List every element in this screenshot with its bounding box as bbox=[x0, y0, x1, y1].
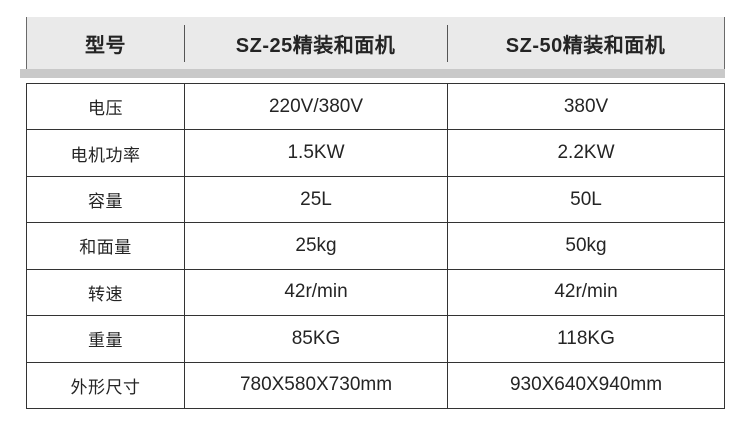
row-value-sz25: 85KG bbox=[184, 316, 447, 362]
row-value-sz25: 1.5KW bbox=[184, 130, 447, 176]
row-label: 电压 bbox=[88, 99, 123, 119]
spec-table-header-row: 型号 SZ-25精装和面机 SZ-50精装和面机 bbox=[26, 17, 725, 69]
table-row-capacity: 容量 25L 50L bbox=[27, 175, 724, 223]
row-value-sz50: 2.2KW bbox=[447, 130, 724, 176]
table-row-weight: 重量 85KG 118KG bbox=[27, 315, 724, 362]
row-value-sz50: 50L bbox=[447, 176, 724, 223]
table-row-voltage: 电压 220V/380V 380V bbox=[27, 84, 724, 130]
table-row-motor-power: 电机功率 1.5KW 2.2KW bbox=[27, 129, 724, 176]
row-value-sz50: 50kg bbox=[447, 223, 724, 269]
table-row-dimensions: 外形尺寸 780X580X730mm 930X640X940mm bbox=[27, 361, 724, 408]
row-value-sz50: 118KG bbox=[447, 316, 724, 362]
row-value-sz50: 930X640X940mm bbox=[447, 362, 724, 408]
header-cell-sz25: SZ-25精装和面机 bbox=[235, 34, 396, 57]
row-value-sz25: 220V/380V bbox=[184, 84, 447, 130]
row-label: 容量 bbox=[88, 192, 123, 212]
row-value-sz25: 42r/min bbox=[184, 269, 447, 316]
row-label: 重量 bbox=[88, 331, 123, 351]
row-label: 和面量 bbox=[79, 238, 132, 258]
header-cell-model: 型号 bbox=[85, 34, 126, 57]
row-value-sz25: 25L bbox=[184, 176, 447, 223]
spec-table-body: 电压 220V/380V 380V 电机功率 1.5KW 2.2KW 容量 25… bbox=[26, 83, 725, 409]
row-value-sz25: 780X580X730mm bbox=[184, 362, 447, 408]
table-row-dough-amount: 和面量 25kg 50kg bbox=[27, 222, 724, 269]
header-column-divider bbox=[184, 25, 185, 62]
header-cell-sz50: SZ-50精装和面机 bbox=[505, 34, 666, 57]
row-value-sz50: 42r/min bbox=[447, 269, 724, 316]
header-column-divider bbox=[447, 25, 448, 62]
row-label: 外形尺寸 bbox=[70, 377, 141, 397]
header-separator-band bbox=[20, 69, 725, 78]
row-value-sz25: 25kg bbox=[184, 223, 447, 269]
row-value-sz50: 380V bbox=[447, 84, 724, 130]
row-label: 电机功率 bbox=[70, 145, 141, 165]
row-label: 转速 bbox=[88, 284, 123, 304]
table-row-rotation-speed: 转速 42r/min 42r/min bbox=[27, 268, 724, 316]
